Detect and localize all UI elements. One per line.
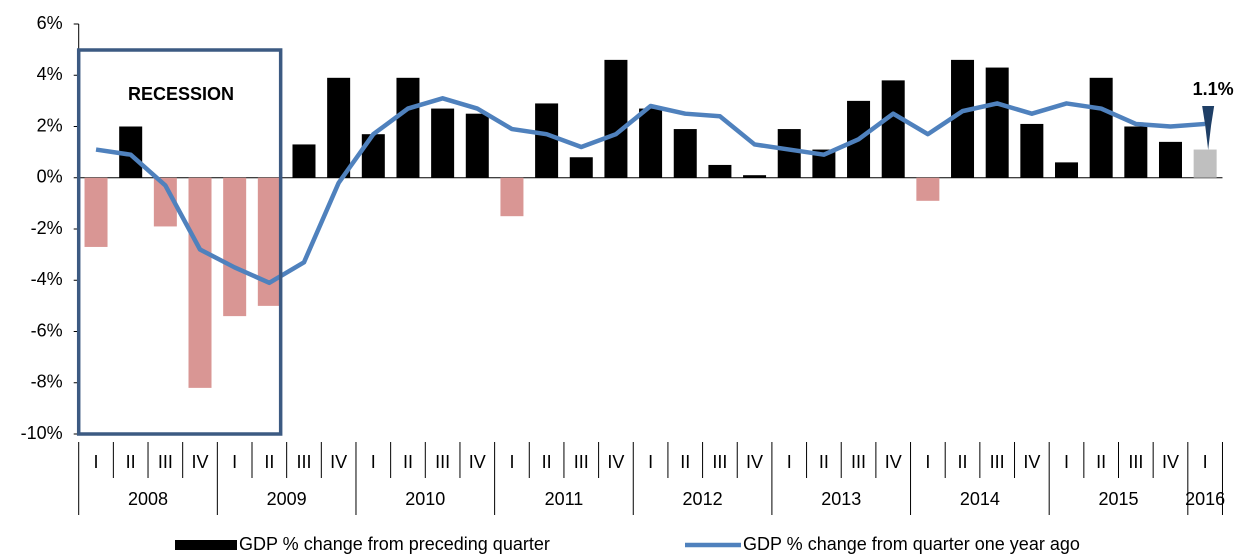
year-label: 2009 [267, 489, 307, 509]
x-tick-label: II [680, 452, 690, 472]
x-tick-label: I [1064, 452, 1069, 472]
bar [292, 144, 316, 178]
x-tick-label: I [925, 452, 930, 472]
x-tick-label: III [851, 452, 866, 472]
bar [327, 77, 351, 178]
bar [396, 77, 420, 178]
bar [188, 177, 212, 388]
y-tick-label: -4% [31, 269, 63, 289]
x-tick-label: II [1096, 452, 1106, 472]
bar [673, 129, 697, 178]
x-tick-label: III [574, 452, 589, 472]
x-tick-label: III [296, 452, 311, 472]
bar [223, 177, 247, 317]
bar [569, 157, 593, 178]
bar [985, 67, 1009, 178]
bar [708, 164, 732, 178]
year-label: 2014 [960, 489, 1000, 509]
bar [1055, 162, 1079, 178]
x-tick-label: III [435, 452, 450, 472]
x-tick-label: I [371, 452, 376, 472]
y-tick-label: -6% [31, 320, 63, 340]
x-tick-label: I [232, 452, 237, 472]
bar [431, 108, 455, 178]
legend-label: GDP % change from quarter one year ago [743, 534, 1080, 554]
bar [1020, 123, 1044, 178]
x-tick-label: I [648, 452, 653, 472]
year-label: 2013 [821, 489, 861, 509]
year-label: 2016 [1185, 489, 1225, 509]
year-label: 2008 [128, 489, 168, 509]
year-label: 2015 [1098, 489, 1138, 509]
bar [535, 103, 559, 178]
bar [881, 80, 905, 178]
bar [465, 113, 489, 178]
bar [604, 59, 628, 178]
x-tick-label: II [264, 452, 274, 472]
y-tick-label: 4% [37, 64, 63, 84]
x-tick-label: IV [192, 452, 209, 472]
bar [951, 59, 975, 178]
x-tick-label: IV [607, 452, 624, 472]
x-tick-label: I [1203, 452, 1208, 472]
x-tick-label: I [787, 452, 792, 472]
x-tick-label: II [819, 452, 829, 472]
x-tick-label: III [990, 452, 1005, 472]
x-tick-label: II [126, 452, 136, 472]
bar [1124, 126, 1148, 178]
x-tick-label: I [94, 452, 99, 472]
x-tick-label: III [712, 452, 727, 472]
bar [361, 134, 385, 178]
x-tick-label: II [958, 452, 968, 472]
x-tick-label: IV [469, 452, 486, 472]
year-label: 2012 [683, 489, 723, 509]
legend-swatch [175, 540, 237, 550]
bar [257, 177, 281, 306]
bar [639, 108, 663, 178]
bar [1089, 77, 1113, 178]
bar [153, 177, 177, 227]
annotation: RECESSION [128, 84, 234, 104]
callout-arrow [1202, 106, 1215, 150]
x-tick-label: I [509, 452, 514, 472]
annotation: 1.1% [1193, 79, 1234, 99]
bar [1193, 149, 1217, 178]
bar [119, 126, 143, 178]
x-tick-label: III [1128, 452, 1143, 472]
recession-box [76, 48, 283, 436]
x-tick-label: III [158, 452, 173, 472]
bar [500, 177, 524, 217]
y-tick-label: 2% [37, 115, 63, 135]
legend-label: GDP % change from preceding quarter [239, 534, 550, 554]
bar [812, 149, 836, 178]
y-tick-label: 0% [37, 167, 63, 187]
x-tick-label: II [403, 452, 413, 472]
bar [84, 177, 108, 247]
bar [743, 175, 767, 178]
bar [1158, 141, 1182, 178]
y-tick-label: -2% [31, 218, 63, 238]
x-tick-label: IV [746, 452, 763, 472]
y-tick-label: 6% [37, 13, 63, 33]
x-tick-label: IV [1162, 452, 1179, 472]
year-label: 2011 [545, 489, 584, 509]
year-label: 2010 [405, 489, 445, 509]
x-tick-label: IV [885, 452, 902, 472]
bar [777, 129, 801, 178]
x-tick-label: IV [1023, 452, 1040, 472]
y-tick-label: -8% [31, 372, 63, 392]
x-tick-label: II [542, 452, 552, 472]
y-tick-label: -10% [21, 423, 63, 443]
bar [916, 177, 940, 201]
x-tick-label: IV [330, 452, 347, 472]
